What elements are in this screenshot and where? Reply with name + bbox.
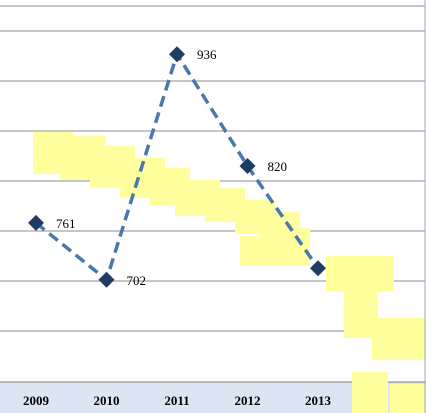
highlight-patch: [372, 318, 426, 360]
data-label: 936: [197, 47, 217, 62]
data-point-marker: [28, 214, 44, 231]
highlight-patch: [326, 256, 394, 292]
data-label: 702: [127, 273, 147, 288]
data-markers: [28, 46, 326, 288]
data-point-marker: [239, 158, 256, 175]
highlight-smear-bottom: [326, 256, 426, 413]
x-tick-label: 2009: [23, 393, 50, 408]
x-tick-label: 2010: [94, 393, 120, 408]
x-tick-label: 2013: [305, 393, 332, 408]
data-label: 761: [56, 216, 76, 231]
x-tick-labels: 2009 2010 2011 2012 2013: [23, 393, 332, 408]
x-tick-label: 2012: [235, 393, 261, 408]
highlight-patch: [240, 236, 300, 266]
data-label: 820: [268, 159, 288, 174]
highlight-patch: [352, 372, 388, 413]
highlight-smear: [33, 132, 310, 266]
x-tick-label: 2011: [164, 393, 189, 408]
data-point-marker: [98, 271, 115, 288]
highlight-patch: [390, 384, 426, 413]
data-point-marker: [310, 260, 326, 277]
data-point-marker: [169, 46, 185, 63]
